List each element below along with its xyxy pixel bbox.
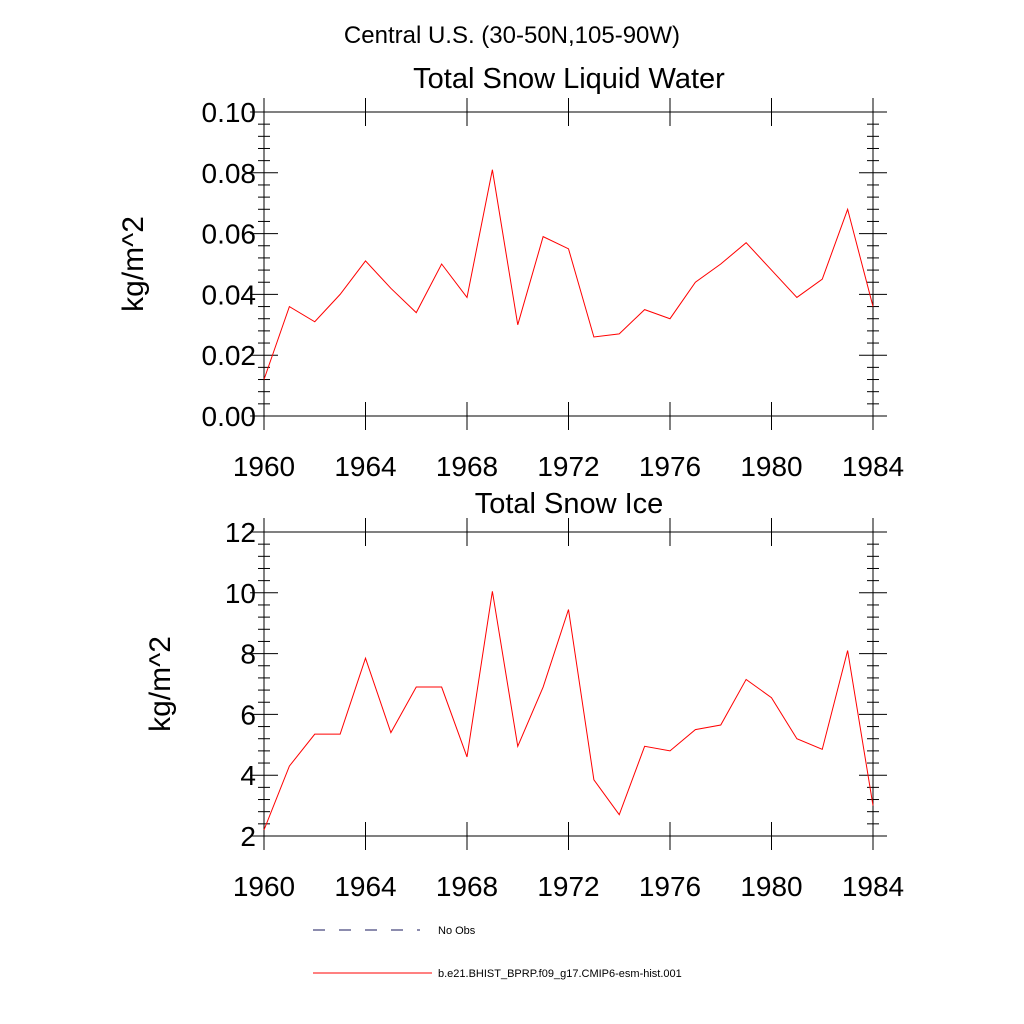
x-tick-label: 1980 — [740, 871, 802, 902]
x-tick-label: 1980 — [740, 451, 802, 482]
legend-item-model-run: b.e21.BHIST_BPRP.f09_g17.CMIP6-esm-hist.… — [313, 968, 682, 980]
plot-area: 0.00 0.02 0.04 0.06 0.08 0.10 1960 1964 1968 1972… — [202, 97, 905, 482]
x-tick-label: 1976 — [639, 451, 701, 482]
y-tick-label: 12 — [225, 517, 256, 548]
x-tick-label: 1964 — [334, 871, 396, 902]
x-tick-label: 1960 — [233, 871, 295, 902]
y-tick-label: 8 — [240, 639, 256, 670]
y-tick-label: 0.00 — [202, 401, 257, 432]
y-tick-label: 0.06 — [202, 219, 257, 250]
x-tick-label: 1976 — [639, 871, 701, 902]
y-tick-label: 0.04 — [202, 279, 257, 310]
y-tick-label: 10 — [225, 578, 256, 609]
plot-frame — [263, 111, 874, 417]
y-axis-label: kg/m^2 — [117, 216, 150, 312]
y-tick-label: 2 — [240, 821, 256, 852]
y-tick-label: 6 — [240, 699, 256, 730]
y-tick-label: 0.10 — [202, 97, 257, 128]
panel-title: Total Snow Ice — [475, 488, 664, 520]
series-line — [263, 591, 874, 831]
x-tick-label: 1960 — [233, 451, 295, 482]
y-tick-label: 4 — [240, 760, 256, 791]
x-tick-label: 1984 — [842, 451, 904, 482]
legend: No Obs b.e21.BHIST_BPRP.f09_g17.CMIP6-es… — [313, 925, 682, 980]
x-tick-label: 1968 — [436, 871, 498, 902]
y-tick-label: 0.02 — [202, 340, 257, 371]
y-axis-label: kg/m^2 — [144, 636, 177, 732]
panel-snow-ice: Total Snow Ice kg/m^2 2 4 6 8 10 12 1960 1964 19… — [144, 488, 904, 902]
panel-snow-liquid-water: Total Snow Liquid Water kg/m^2 0.000.020… — [117, 63, 904, 482]
legend-label: b.e21.BHIST_BPRP.f09_g17.CMIP6-esm-hist.… — [438, 968, 682, 980]
x-tick-label: 1984 — [842, 871, 904, 902]
panel-title: Total Snow Liquid Water — [413, 63, 725, 95]
x-tick-label: 1972 — [537, 451, 599, 482]
figure-suptitle: Central U.S. (30-50N,105-90W) — [344, 22, 680, 49]
legend-item-no-obs: No Obs — [313, 925, 476, 937]
legend-label: No Obs — [438, 925, 476, 937]
y-tick-label: 0.08 — [202, 158, 257, 189]
plot-area: 2 4 6 8 10 12 1960 1964 1968 1972 1976 1980 1984 — [225, 517, 904, 902]
series-line — [263, 169, 874, 380]
plot-frame — [263, 531, 874, 837]
x-tick-label: 1964 — [334, 451, 396, 482]
x-tick-label: 1972 — [537, 871, 599, 902]
x-tick-label: 1968 — [436, 451, 498, 482]
